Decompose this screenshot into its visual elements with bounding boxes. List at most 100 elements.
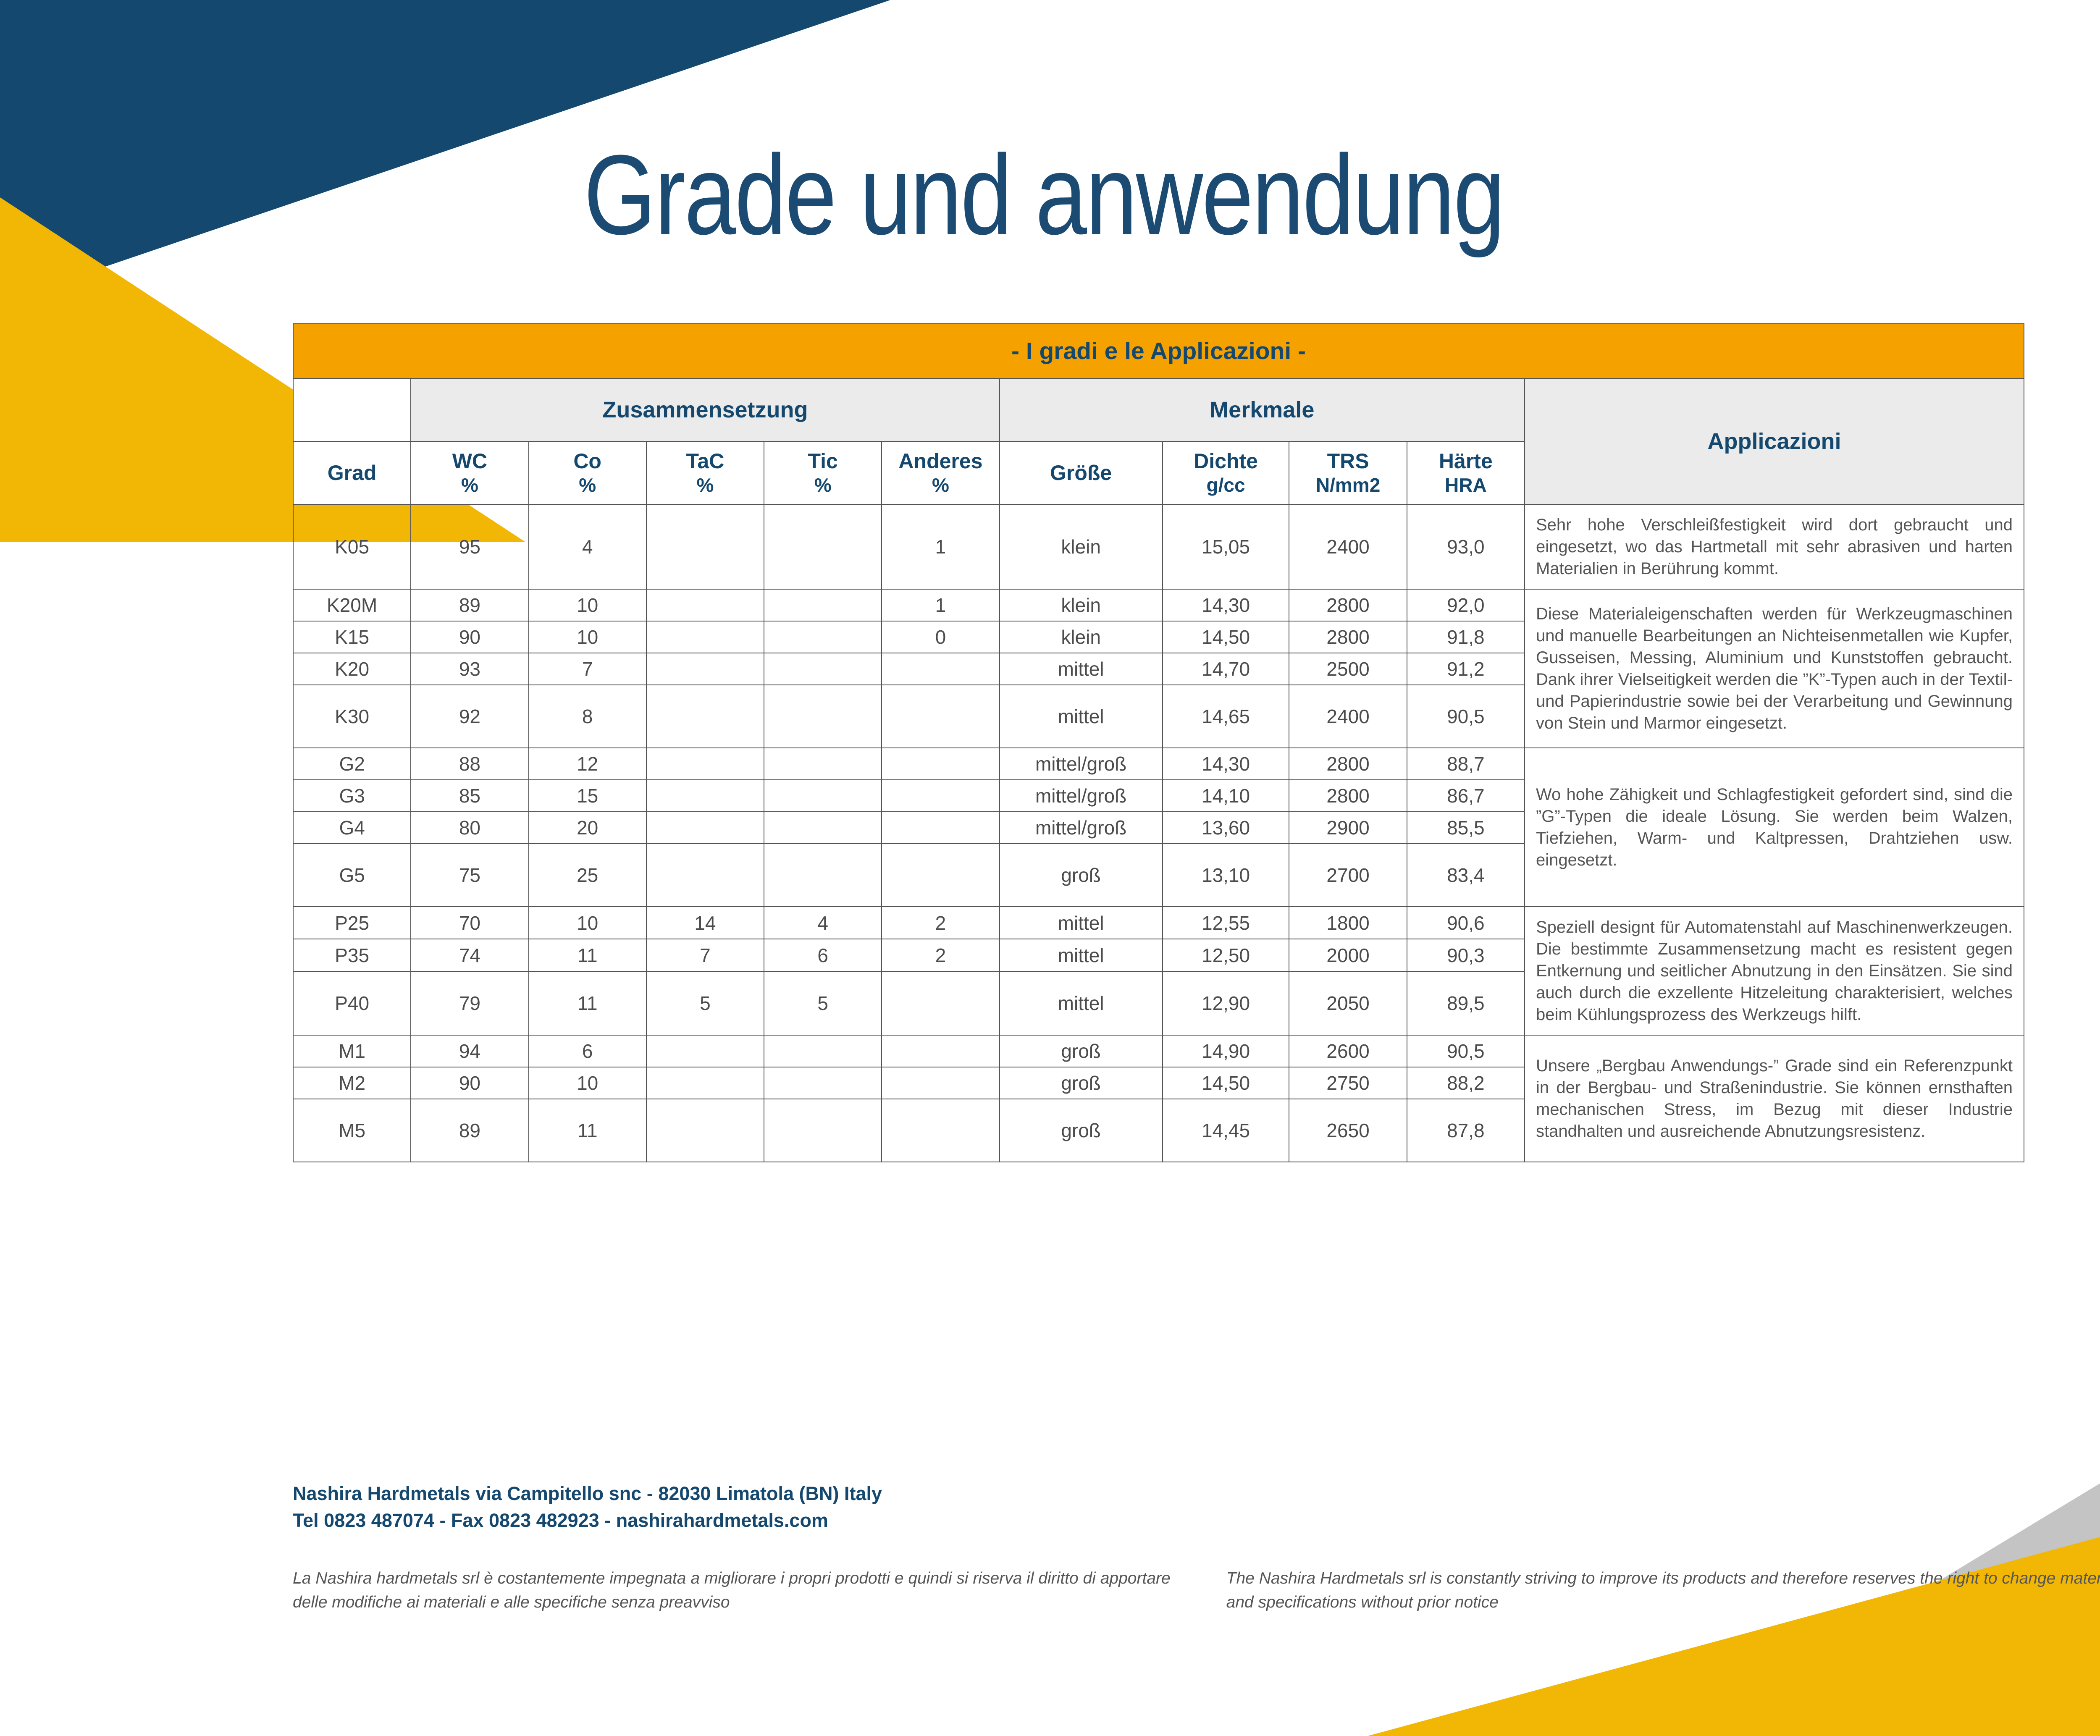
cell-grade: M5 [292, 1099, 412, 1162]
cell-co: 8 [528, 684, 647, 748]
cell-groesse: groß [999, 843, 1163, 907]
cell-dichte: 12,55 [1162, 906, 1290, 939]
cell-anderes: 2 [881, 906, 1000, 939]
cell-trs: 2800 [1289, 747, 1407, 780]
cell-co: 11 [528, 939, 647, 972]
cell-haerte: 88,7 [1406, 747, 1525, 780]
cell-groesse: groß [999, 1099, 1163, 1162]
table-row: M5 89 11 groß 14,45 2650 87,8 [292, 1099, 2024, 1162]
cell-tic: 5 [764, 971, 882, 1036]
cell-haerte: 93,0 [1406, 504, 1525, 590]
cell-tac [646, 811, 765, 844]
cell-groesse: mittel [999, 971, 1163, 1036]
cell-tac [646, 779, 765, 812]
cell-application: Speziell designt für Automatenstahl auf … [1524, 906, 2025, 1036]
cell-application: Sehr hohe Verschleißfestigkeit wird dort… [1524, 504, 2025, 590]
cell-tac [646, 1099, 765, 1162]
group-header-spacer [292, 378, 412, 441]
cell-anderes: 1 [881, 504, 1000, 590]
cell-tic [764, 1099, 882, 1162]
cell-tac: 5 [646, 971, 765, 1036]
cell-tic [764, 811, 882, 844]
cell-trs: 2500 [1289, 653, 1407, 685]
banner-row: - I gradi e le Applicazioni - [293, 323, 2024, 379]
cell-haerte: 83,4 [1406, 843, 1525, 907]
cell-haerte: 90,6 [1406, 906, 1525, 939]
col-dichte: Dichte g/cc [1162, 441, 1290, 505]
logo-tagline: HARD METALS [2084, 123, 2100, 141]
cell-anderes [881, 1067, 1000, 1099]
cell-grade: K20M [292, 589, 412, 621]
cell-haerte: 85,5 [1406, 811, 1525, 844]
cell-tac [646, 504, 765, 590]
cell-grade: K20 [292, 653, 412, 685]
grades-table-wrapper: - I gradi e le Applicazioni - Zusammense… [292, 323, 2025, 1162]
cell-tic: 6 [764, 939, 882, 972]
cell-wc: 89 [410, 1099, 529, 1162]
cell-anderes: 2 [881, 939, 1000, 972]
cell-wc: 95 [410, 504, 529, 590]
cell-wc: 70 [410, 906, 529, 939]
cell-anderes: 1 [881, 589, 1000, 621]
cell-co: 7 [528, 653, 647, 685]
cell-dichte: 14,30 [1162, 589, 1290, 621]
cell-dichte: 13,10 [1162, 843, 1290, 907]
table-row: P25 70 10 14 4 2 mittel 12,55 1800 90,6 Speziell d… [292, 906, 2025, 1036]
cell-wc: 74 [410, 939, 529, 972]
table-row: M2 90 10 groß 14,50 2750 88,2 [292, 1067, 2024, 1099]
cell-tac [646, 684, 765, 748]
cell-wc: 75 [410, 843, 529, 907]
cell-groesse: mittel [999, 939, 1163, 972]
cell-anderes [881, 1035, 1000, 1067]
group-header-row: Zusammensetzung Merkmale Applicazioni [292, 378, 2025, 505]
cell-trs: 1800 [1289, 906, 1407, 939]
cell-grade: P40 [292, 971, 412, 1036]
cell-wc: 90 [410, 1067, 529, 1099]
cell-tic [764, 779, 882, 812]
cell-tic: 4 [764, 906, 882, 939]
cell-dichte: 12,50 [1162, 939, 1290, 972]
cell-co: 20 [528, 811, 647, 844]
cell-tac [646, 589, 765, 621]
cell-tac: 14 [646, 906, 765, 939]
cell-tic [764, 684, 882, 748]
cell-dichte: 14,30 [1162, 747, 1290, 780]
table-row: K15 90 10 0 klein 14,50 2800 91,8 [292, 621, 2024, 653]
col-haerte: Härte HRA [1406, 441, 1525, 505]
col-trs: TRS N/mm2 [1289, 441, 1407, 505]
cell-anderes [881, 971, 1000, 1036]
group-header-applications: Applicazioni [1524, 378, 2025, 505]
cell-tac [646, 621, 765, 653]
cell-tic [764, 653, 882, 685]
cell-groesse: groß [999, 1035, 1163, 1067]
cell-wc: 85 [410, 779, 529, 812]
table-row: G4 80 20 mittel/groß 13,60 2900 85,5 [292, 811, 2024, 844]
contact-block: Nashira Hardmetals via Campitello snc - … [293, 1480, 2100, 1534]
table-row: K30 92 8 mittel 14,65 2400 90,5 [292, 684, 2024, 748]
cell-groesse: mittel/groß [999, 779, 1163, 812]
cell-haerte: 91,8 [1406, 621, 1525, 653]
cell-trs: 2800 [1289, 779, 1407, 812]
cell-grade: G4 [292, 811, 412, 844]
cell-anderes: 0 [881, 621, 1000, 653]
cell-grade: G5 [292, 843, 412, 907]
cell-groesse: klein [999, 504, 1163, 590]
cell-anderes [881, 1099, 1000, 1162]
cell-application: Wo hohe Zähigkeit und Schlagfestigkeit g… [1524, 747, 2025, 907]
footer-contact: Tel 0823 487074 - Fax 0823 482923 - nash… [293, 1509, 828, 1531]
cell-grade: K30 [292, 684, 412, 748]
cell-tac: 7 [646, 939, 765, 972]
table-row: G2 88 12 mittel/groß 14,30 2800 88,7 Wo hohe Zä… [292, 747, 2025, 907]
table-row: P35 74 11 7 6 2 mittel 12,50 2000 90,3 [292, 939, 2024, 972]
cell-dichte: 15,05 [1162, 504, 1290, 590]
table-head: - I gradi e le Applicazioni - Zusammense… [292, 323, 2025, 505]
page-title: Grade und anwendung [584, 132, 1505, 258]
column-header-row: Grad WC% Co% TaC% Tic% Anderes% Größe Di… [292, 441, 2024, 505]
disclaimer-italian: La Nashira hardmetals srl è costantement… [293, 1569, 1171, 1611]
cell-anderes [881, 811, 1000, 844]
cell-wc: 93 [410, 653, 529, 685]
cell-haerte: 88,2 [1406, 1067, 1525, 1099]
grades-table: - I gradi e le Applicazioni - Zusammense… [292, 323, 2025, 1162]
cell-tic [764, 747, 882, 780]
col-groesse: Größe [999, 441, 1163, 505]
